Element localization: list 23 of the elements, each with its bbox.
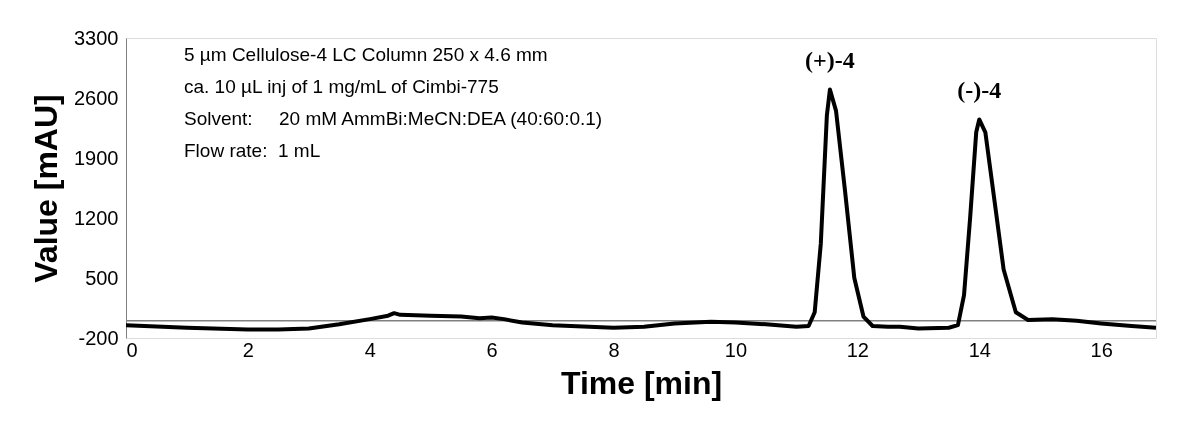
- annotation: (-)-4: [957, 77, 1002, 104]
- y-tick-label: 2600: [74, 86, 119, 109]
- x-tick-label: 2: [242, 338, 254, 361]
- annotation: ca. 10 µL inj of 1 mg/mL of Cimbi-775: [184, 76, 499, 97]
- x-tick-label: 6: [486, 338, 498, 361]
- x-tick-label: 14: [968, 338, 991, 361]
- y-tick-label: 1900: [74, 146, 119, 169]
- annotation: 5 µm Cellulose-4 LC Column 250 x 4.6 mm: [184, 44, 548, 65]
- annotation: (+)-4: [805, 47, 855, 74]
- x-tick-label: 4: [364, 338, 376, 361]
- y-axis-title: Value [mAU]: [28, 94, 65, 283]
- x-tick-label: 16: [1090, 338, 1113, 361]
- y-tick-label: 500: [85, 266, 119, 289]
- x-tick-label: 12: [846, 338, 869, 361]
- y-tick-label: -200: [78, 326, 119, 349]
- x-tick-label: 10: [724, 338, 748, 361]
- y-tick-label: 3300: [74, 26, 119, 49]
- annotation: Solvent: 20 mM AmmBi:MeCN:DEA (40:60:0.1): [184, 108, 603, 129]
- annotation: Flow rate: 1 mL: [184, 140, 321, 161]
- x-tick-label: 0: [126, 338, 138, 361]
- x-axis-title: Time [min]: [560, 364, 723, 401]
- y-tick-label: 1200: [74, 206, 119, 229]
- x-tick-label: 8: [608, 338, 620, 361]
